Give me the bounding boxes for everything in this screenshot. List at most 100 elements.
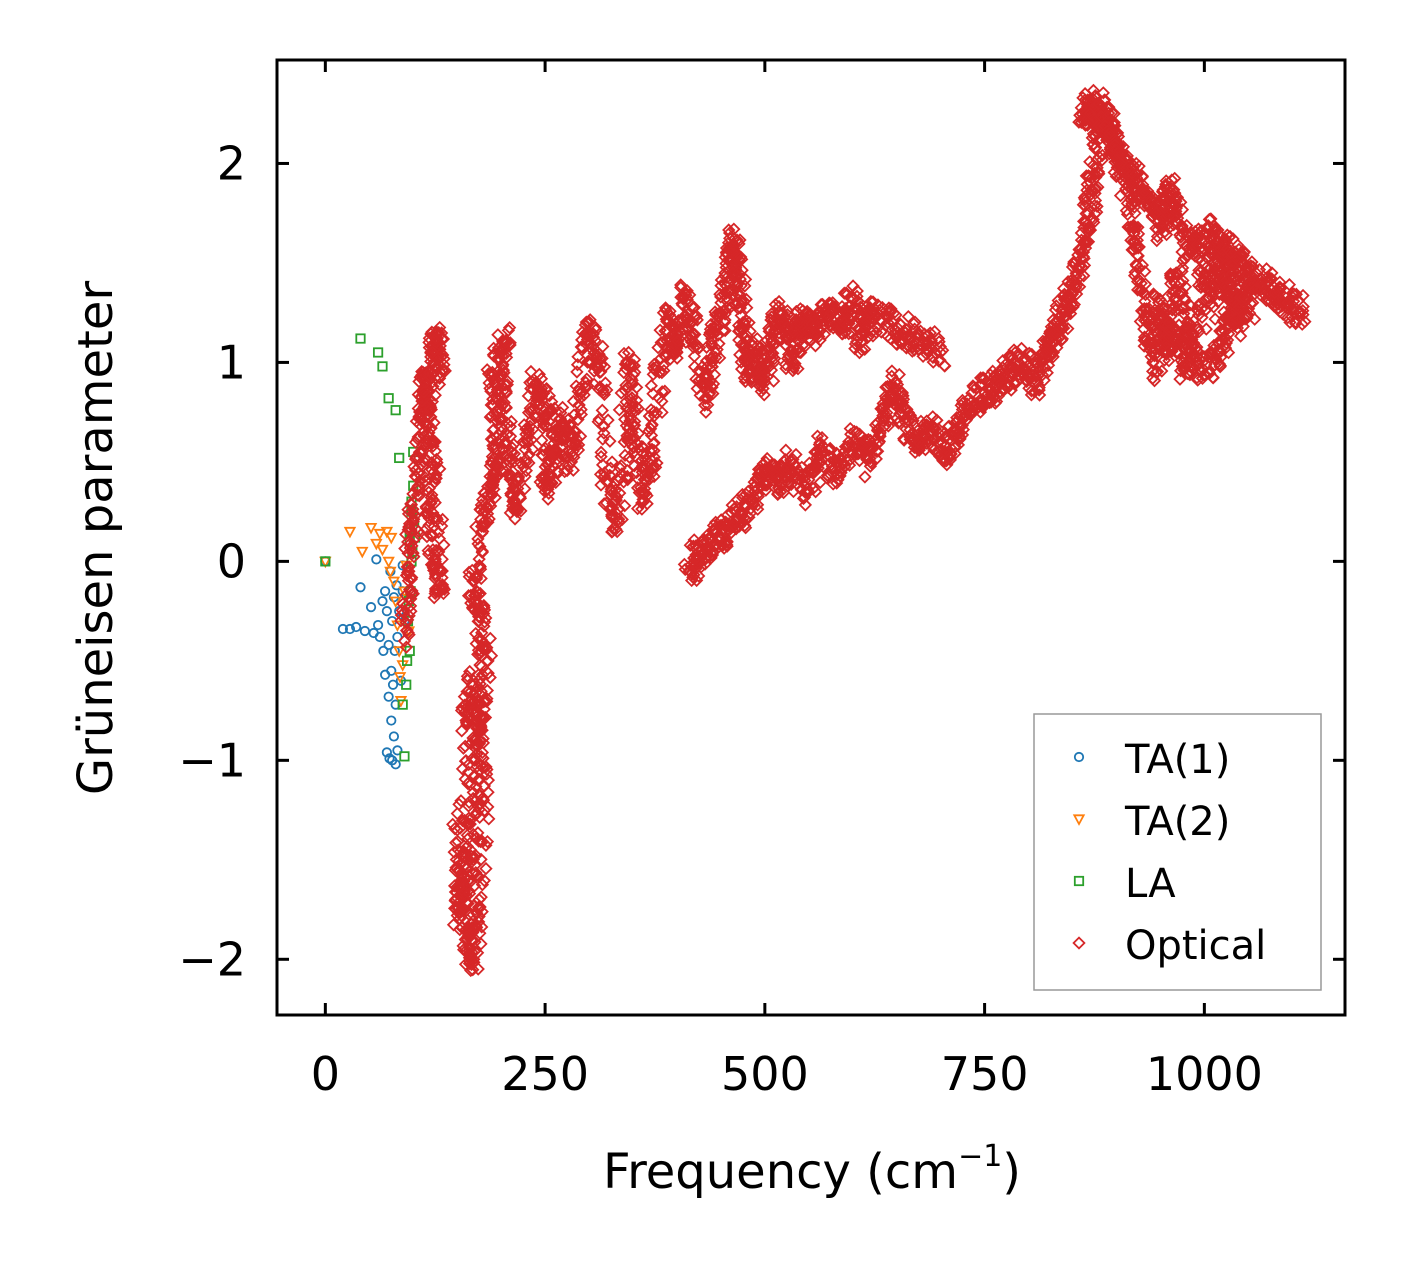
point-ta-1	[381, 606, 392, 617]
point-optical	[569, 432, 584, 446]
point-optical	[543, 462, 557, 476]
point-optical	[470, 597, 484, 611]
point-optical	[476, 711, 490, 726]
point-optical	[1126, 220, 1141, 234]
point-optical	[446, 918, 461, 932]
point-optical	[875, 401, 890, 415]
point-optical	[793, 315, 807, 330]
point-optical	[469, 626, 483, 641]
point-optical	[396, 597, 410, 611]
point-optical	[993, 365, 1007, 379]
point-optical	[420, 529, 434, 544]
point-optical	[1221, 286, 1235, 301]
point-optical	[399, 624, 414, 638]
point-optical	[752, 379, 767, 393]
point-optical	[456, 741, 471, 755]
point-optical	[705, 534, 719, 549]
point-ta-2	[356, 546, 369, 559]
point-optical	[429, 452, 444, 467]
point-optical	[480, 694, 494, 709]
point-optical	[1096, 86, 1110, 100]
point-optical	[630, 481, 645, 495]
point-optical	[846, 435, 860, 449]
point-optical	[1138, 264, 1152, 279]
point-optical	[428, 495, 442, 510]
point-optical	[495, 464, 509, 479]
point-optical	[926, 355, 940, 369]
point-optical	[713, 351, 727, 365]
point-optical	[454, 883, 469, 897]
point-optical	[514, 504, 528, 518]
point-optical	[474, 571, 488, 586]
point-optical	[408, 469, 422, 483]
point-optical	[435, 578, 449, 593]
point-optical	[582, 315, 596, 330]
point-optical	[485, 475, 500, 489]
point-optical	[488, 490, 502, 505]
point-optical	[636, 440, 650, 454]
point-optical	[422, 396, 436, 411]
point-optical	[1171, 216, 1185, 230]
point-optical	[589, 323, 603, 337]
point-optical	[643, 445, 658, 459]
point-optical	[1108, 138, 1122, 152]
point-optical	[1066, 300, 1080, 314]
point-optical	[479, 838, 493, 852]
point-optical	[501, 468, 516, 482]
point-optical	[435, 512, 450, 527]
point-optical	[581, 379, 595, 393]
point-optical	[721, 276, 735, 290]
point-optical	[464, 933, 478, 947]
point-optical	[1083, 188, 1098, 202]
point-optical	[487, 482, 501, 496]
point-optical	[1057, 293, 1072, 307]
point-optical	[1102, 126, 1117, 141]
point-optical	[978, 397, 992, 411]
point-optical	[481, 666, 495, 680]
point-optical	[837, 286, 852, 300]
point-optical	[647, 469, 661, 484]
point-optical	[622, 450, 637, 465]
point-ta-1	[381, 747, 392, 758]
point-optical	[1090, 161, 1104, 175]
point-optical	[466, 678, 480, 692]
point-optical	[401, 535, 415, 549]
point-optical	[481, 515, 495, 529]
point-optical	[1210, 254, 1225, 268]
point-optical	[404, 604, 418, 618]
point-optical	[1158, 179, 1173, 194]
point-optical	[687, 349, 702, 363]
point-optical	[1020, 374, 1034, 389]
point-optical	[771, 475, 785, 489]
point-optical	[476, 504, 491, 519]
point-optical	[1080, 118, 1095, 132]
point-optical	[1281, 296, 1295, 310]
point-optical	[470, 946, 485, 960]
point-optical	[1072, 280, 1087, 294]
point-optical	[596, 419, 610, 433]
point-optical	[422, 511, 437, 525]
point-optical	[507, 492, 521, 507]
point-optical	[419, 506, 433, 520]
point-optical	[801, 322, 815, 337]
point-optical	[1163, 267, 1178, 281]
point-optical	[409, 450, 423, 464]
point-ta-2	[389, 596, 402, 609]
y-tick-label: 1	[217, 335, 246, 389]
point-optical	[540, 474, 555, 488]
point-optical	[455, 724, 469, 738]
point-optical	[1162, 354, 1176, 368]
point-optical	[928, 346, 943, 360]
point-optical	[466, 574, 480, 588]
point-optical	[594, 449, 608, 464]
legend: TA(1) TA(2) LA Optical	[1033, 713, 1322, 991]
point-optical	[699, 378, 713, 392]
point-optical	[828, 465, 842, 479]
point-optical	[564, 455, 579, 469]
point-optical	[951, 419, 966, 433]
point-optical	[469, 865, 483, 880]
point-optical	[1030, 356, 1044, 370]
point-optical	[764, 351, 778, 366]
point-optical	[1175, 359, 1190, 374]
legend-item: LA	[1073, 861, 1176, 907]
